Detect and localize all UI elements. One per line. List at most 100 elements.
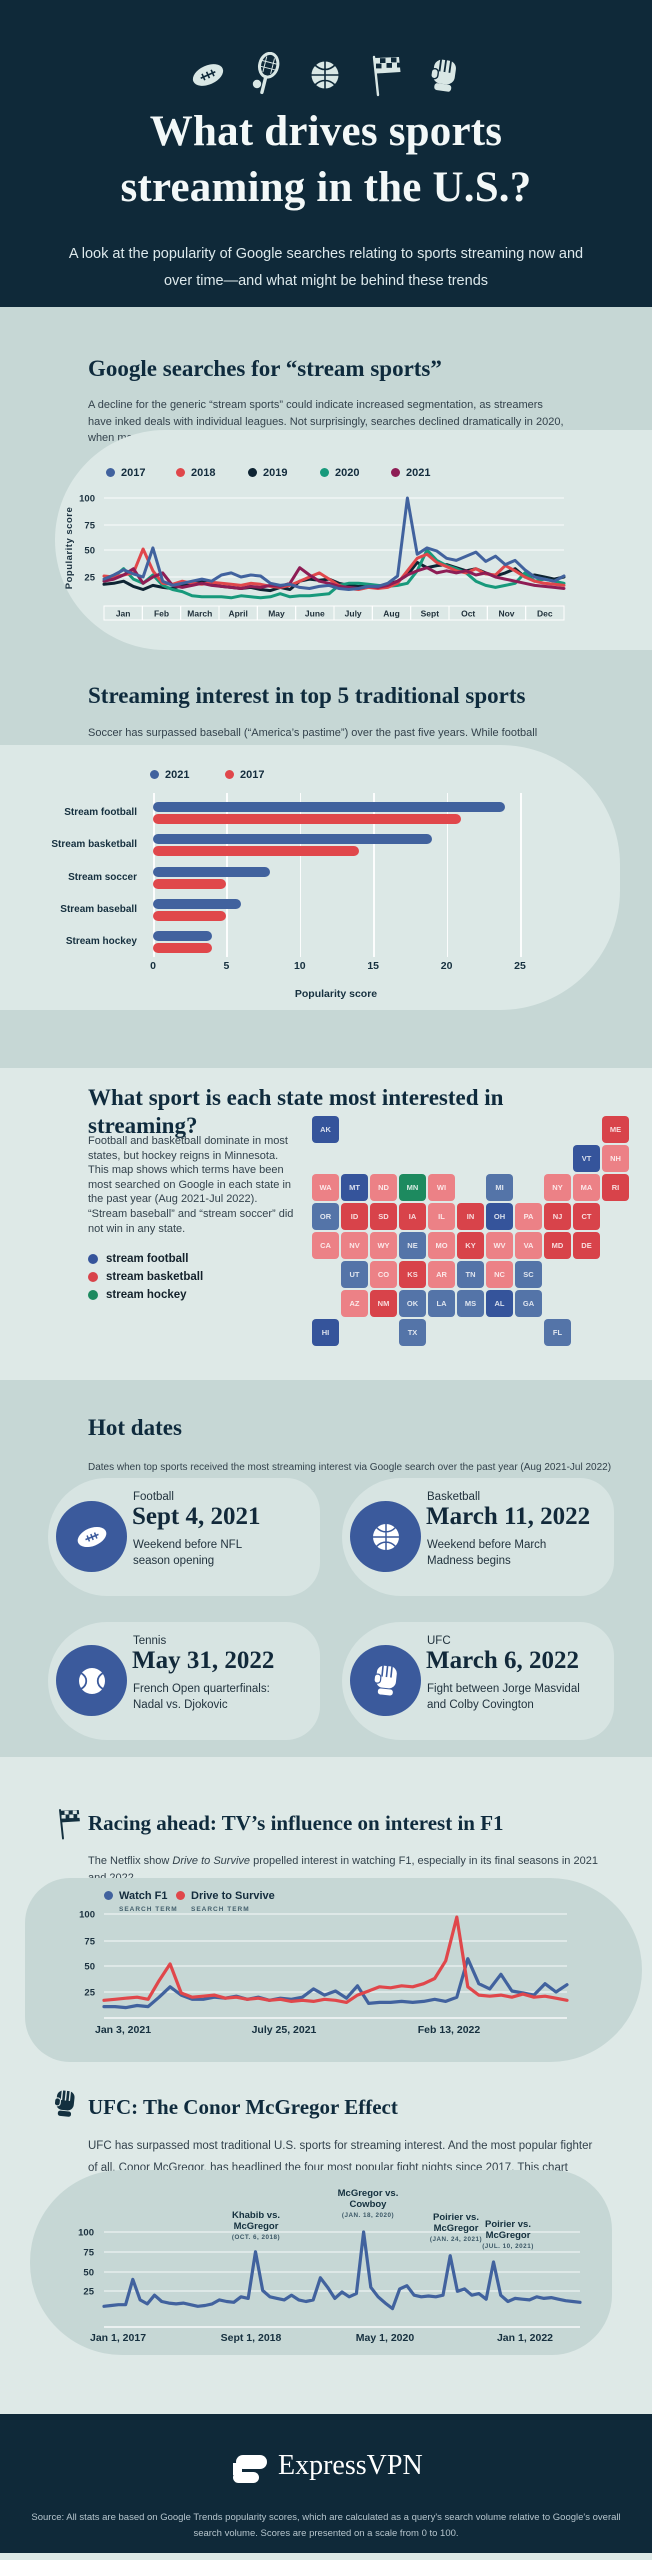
x-axis-tick: 0 bbox=[150, 960, 156, 972]
bar-gridline bbox=[520, 793, 522, 957]
svg-text:75: 75 bbox=[84, 1937, 95, 1948]
state-tile-ga: GA bbox=[515, 1290, 542, 1317]
page-title-line2: streaming in the U.S.? bbox=[120, 164, 532, 211]
state-tile-ok: OK bbox=[399, 1290, 426, 1317]
svg-text:Nov: Nov bbox=[498, 609, 514, 619]
section-heading-ufc: UFC: The Conor McGregor Effect bbox=[88, 2095, 398, 2119]
legend-label: 2017 bbox=[240, 769, 265, 781]
section-f1-ufc: Racing ahead: TV’s influence on interest… bbox=[0, 1757, 652, 2414]
hot-date-card-basketball: Basketball March 11, 2022 Weekend before M… bbox=[342, 1478, 614, 1596]
sport-icons-row bbox=[0, 52, 652, 98]
football-ball-icon bbox=[56, 1501, 127, 1572]
legend-dot bbox=[225, 770, 234, 779]
x-axis-tick: 10 bbox=[293, 960, 306, 972]
legend-dot bbox=[104, 1891, 113, 1900]
svg-text:July 25, 2021: July 25, 2021 bbox=[252, 2024, 317, 2036]
checkered-flag-icon bbox=[54, 1807, 81, 1845]
hot-date-card-ufc: UFC March 6, 2022 Fight between Jorge Masv… bbox=[342, 1622, 614, 1740]
legend-item: 2017 bbox=[106, 467, 145, 479]
state-tile-oh: OH bbox=[486, 1203, 513, 1230]
svg-text:Feb: Feb bbox=[154, 609, 169, 619]
svg-text:May: May bbox=[268, 609, 285, 619]
f1-body-prefix: The Netflix show bbox=[88, 1855, 173, 1867]
state-tile-ct: CT bbox=[573, 1203, 600, 1230]
svg-text:Dec: Dec bbox=[537, 609, 553, 619]
line-chart-f1: 100 75 50 25 Jan 3, 2021 July 25, 2021 Feb 13,… bbox=[79, 1910, 569, 2036]
card-sport-label: Basketball bbox=[427, 1491, 481, 1503]
svg-text:April: April bbox=[228, 609, 247, 619]
svg-text:Jan: Jan bbox=[116, 609, 131, 619]
section-heading-stream-sports: Google searches for “stream sports” bbox=[88, 356, 442, 381]
svg-text:Sept: Sept bbox=[421, 609, 440, 619]
state-tile-ma: MA bbox=[573, 1174, 600, 1201]
legend-item: Watch F1 SEARCH TERM bbox=[104, 1890, 178, 1914]
legend-dot bbox=[106, 468, 115, 477]
bar-category-label: Stream baseball bbox=[60, 904, 137, 915]
legend-item: 2018 bbox=[176, 467, 215, 479]
legend-dot bbox=[176, 1891, 185, 1900]
bar-2021 bbox=[153, 899, 242, 909]
basketball-ball-icon bbox=[350, 1501, 421, 1572]
section-hot-dates: Hot dates Dates when top sports received… bbox=[0, 1380, 652, 1757]
svg-text:Oct: Oct bbox=[461, 609, 475, 619]
legend-dot bbox=[88, 1272, 98, 1282]
state-tile-ny: NY bbox=[544, 1174, 571, 1201]
legend-label: 2019 bbox=[263, 467, 288, 479]
page-title-line1: What drives sports bbox=[149, 108, 503, 155]
state-tile-in: IN bbox=[457, 1203, 484, 1230]
section-state-map: What sport is each state most interested… bbox=[0, 1068, 652, 1380]
state-tile-ne: NE bbox=[399, 1232, 426, 1259]
svg-text:75: 75 bbox=[84, 521, 95, 532]
state-tile-il: IL bbox=[428, 1203, 455, 1230]
svg-text:25: 25 bbox=[83, 2287, 94, 2298]
svg-text:May 1, 2020: May 1, 2020 bbox=[356, 2332, 415, 2344]
section-heading-top5: Streaming interest in top 5 traditional … bbox=[88, 683, 526, 708]
legend-item: 2020 bbox=[320, 467, 359, 479]
line-chart-panel-years: 2017 2018 2019 2020 2021 100 75 50 25 Popularity… bbox=[55, 430, 652, 650]
state-tile-nj: NJ bbox=[544, 1203, 571, 1230]
map-legend-item: stream hockey bbox=[88, 1289, 187, 1301]
tennis-racket-icon bbox=[250, 52, 284, 98]
svg-text:Popularity score: Popularity score bbox=[64, 507, 75, 589]
bar-2017 bbox=[153, 943, 212, 953]
card-description: Weekend before NFL season opening bbox=[133, 1539, 243, 1567]
basketball-icon bbox=[306, 56, 344, 94]
card-date: March 6, 2022 bbox=[426, 1647, 579, 1674]
legend-item: 2019 bbox=[248, 467, 287, 479]
svg-text:50: 50 bbox=[83, 2268, 94, 2279]
state-tile-mt: MT bbox=[341, 1174, 368, 1201]
state-tile-va: VA bbox=[515, 1232, 542, 1259]
state-tile-ak: AK bbox=[312, 1116, 339, 1143]
american-football-icon bbox=[188, 58, 228, 92]
state-tile-nc: NC bbox=[486, 1261, 513, 1288]
page-subtitle: A look at the popularity of Google searc… bbox=[68, 246, 584, 289]
svg-text:Jan 3, 2021: Jan 3, 2021 bbox=[95, 2024, 151, 2036]
brand-wordmark: ExpressVPN bbox=[278, 2450, 423, 2481]
bar-chart-top5-sports: 0 5 10 15 20 25 Stream football Stream basketba… bbox=[0, 745, 620, 1010]
legend-dot bbox=[248, 468, 257, 477]
boxing-glove-icon bbox=[424, 54, 464, 96]
x-axis-tick: 25 bbox=[514, 960, 526, 972]
state-tile-az: AZ bbox=[341, 1290, 368, 1317]
state-tile-id: ID bbox=[341, 1203, 368, 1230]
state-tile-ia: IA bbox=[399, 1203, 426, 1230]
state-tile-sd: SD bbox=[370, 1203, 397, 1230]
section-heading-hot-dates: Hot dates bbox=[88, 1415, 182, 1440]
svg-text:Aug: Aug bbox=[383, 609, 400, 619]
card-description: Fight between Jorge Masvidal and Colby C… bbox=[427, 1683, 580, 1711]
source-note: Source: All stats are based on Google Tr… bbox=[31, 2512, 621, 2539]
legend-dot bbox=[150, 770, 159, 779]
state-tile-sc: SC bbox=[515, 1261, 542, 1288]
state-tile-al: AL bbox=[486, 1290, 513, 1317]
section-google-searches: Google searches for “stream sports” A de… bbox=[0, 307, 652, 1068]
footer: ExpressVPN Source: All stats are based o… bbox=[0, 2414, 652, 2553]
state-tile-ky: KY bbox=[457, 1232, 484, 1259]
map-legend-item: stream football bbox=[88, 1253, 188, 1265]
bottom-strip bbox=[0, 2553, 652, 2560]
bar-gridline bbox=[373, 793, 375, 957]
us-states-tile-map: AK ME VT NH WA MT ND MN WI MI NY MA RI OR ID SD IA IL IN OH… bbox=[312, 1116, 632, 1350]
state-tile-ut: UT bbox=[341, 1261, 368, 1288]
svg-text:50: 50 bbox=[84, 546, 95, 557]
svg-text:June: June bbox=[305, 609, 325, 619]
